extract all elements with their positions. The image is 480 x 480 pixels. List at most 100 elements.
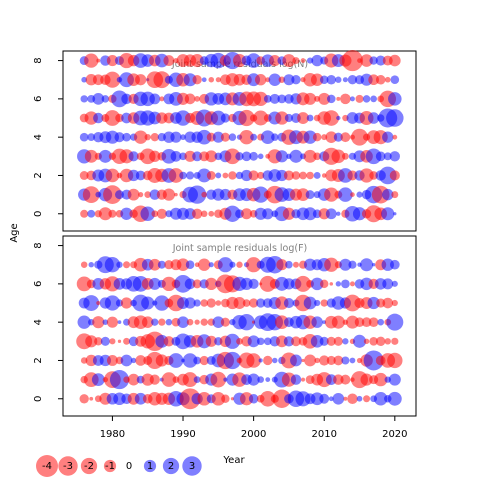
- residual-bubble: [83, 295, 100, 311]
- residual-bubble: [283, 297, 294, 309]
- residual-bubble: [186, 318, 194, 326]
- residual-bubble: [319, 355, 330, 366]
- residual-bubble: [80, 209, 89, 218]
- panel-top-frame: [62, 50, 417, 232]
- residual-bubble: [149, 189, 161, 200]
- residual-bubble: [241, 151, 252, 162]
- residual-bubble: [340, 93, 351, 105]
- residual-bubble: [247, 335, 260, 348]
- residual-bubble: [275, 150, 288, 163]
- residual-bubble: [76, 276, 92, 292]
- residual-bubble: [375, 74, 386, 85]
- x-axis-title: Year: [222, 455, 245, 466]
- residual-bubble: [324, 257, 339, 272]
- residual-bubble: [248, 394, 259, 404]
- residual-bubble: [389, 170, 400, 181]
- legend-label: 1: [147, 461, 153, 472]
- panel-bottom-frame: [62, 235, 417, 417]
- residual-bubble: [101, 95, 110, 103]
- residual-bubble: [148, 277, 161, 290]
- residual-bubble: [263, 95, 272, 103]
- residual-bubble: [92, 93, 105, 105]
- residual-bubble: [79, 132, 89, 142]
- residual-bubble: [341, 279, 350, 289]
- residual-bubble: [246, 257, 262, 273]
- residual-bubble: [373, 392, 388, 406]
- residual-bubble: [224, 205, 241, 222]
- residual-bubble: [276, 169, 288, 182]
- residual-bubble: [263, 337, 272, 346]
- residual-bubble: [248, 170, 259, 181]
- residual-bubble: [332, 392, 345, 405]
- residual-bubble: [319, 336, 329, 346]
- residual-bubble: [176, 258, 190, 272]
- residual-bubble: [304, 354, 317, 367]
- legend-bubble: [143, 459, 157, 473]
- residual-bubble: [328, 396, 334, 402]
- residual-bubble: [236, 337, 243, 345]
- residual-bubble: [301, 377, 306, 382]
- legend-bubble: [80, 457, 98, 475]
- residual-bubble: [208, 262, 214, 268]
- residual-bubble: [247, 373, 260, 386]
- residual-bubble: [210, 110, 226, 126]
- residual-bubble: [382, 278, 394, 290]
- residual-bubble: [257, 376, 264, 383]
- residual-bubble: [109, 338, 116, 345]
- residual-bubble: [349, 281, 355, 287]
- residual-bubble: [254, 74, 267, 86]
- residual-bubble: [116, 261, 123, 268]
- residual-bubble: [272, 389, 292, 408]
- residual-bubble: [359, 168, 374, 183]
- residual-bubble: [154, 295, 170, 311]
- residual-bubble: [185, 260, 195, 270]
- residual-bubble: [212, 316, 225, 329]
- residual-bubble: [325, 208, 337, 220]
- residual-bubble: [238, 314, 255, 331]
- residual-bubble: [257, 153, 264, 160]
- residual-bubble: [361, 317, 372, 328]
- residual-bubble: [192, 279, 202, 289]
- residual-bubble: [306, 57, 314, 64]
- residual-bubble: [104, 257, 121, 273]
- legend-label: 3: [189, 461, 195, 472]
- axes: 0 2 4 6 8 0 2 4 6 8 1980 1990 2000 2010 2020: [33, 57, 408, 440]
- residual-bubble: [331, 315, 345, 329]
- residual-bubble: [311, 54, 323, 67]
- residual-bubble: [84, 53, 99, 68]
- residual-bubble: [155, 354, 168, 367]
- residual-bubble: [186, 171, 195, 180]
- residual-bubble: [236, 261, 243, 268]
- residual-bubble: [310, 73, 324, 86]
- residual-bubble: [321, 173, 327, 178]
- residual-bubble: [349, 357, 356, 364]
- residual-bubble: [352, 334, 367, 348]
- legend-label: 2: [168, 461, 174, 472]
- residual-bubble: [342, 338, 349, 345]
- residual-bubble: [252, 186, 269, 203]
- residual-bubble: [184, 297, 196, 309]
- residual-bubble: [356, 395, 363, 402]
- residual-bubble: [348, 260, 357, 269]
- residual-bubble: [265, 377, 271, 383]
- residual-bubble: [253, 91, 268, 107]
- residual-bubble: [369, 337, 378, 346]
- residual-bubble: [100, 336, 110, 346]
- residual-bubble: [239, 130, 254, 145]
- y-tick-label: 0: [33, 211, 44, 217]
- panel-bottom-bubbles: [76, 255, 404, 410]
- residual-bubble: [184, 150, 196, 162]
- residual-bubble: [194, 96, 201, 102]
- residual-bubble: [256, 337, 265, 346]
- residual-bubble: [134, 392, 147, 405]
- residual-bubble: [310, 277, 324, 291]
- residual-bubble: [335, 76, 342, 83]
- residual-bubble: [327, 94, 336, 104]
- residual-bubble: [331, 149, 346, 164]
- residual-bubble: [224, 148, 241, 165]
- residual-bubble: [391, 191, 399, 199]
- residual-bubble: [342, 152, 349, 160]
- residual-bubble: [168, 168, 184, 183]
- residual-bubble: [338, 187, 353, 202]
- residual-bubble: [352, 207, 367, 221]
